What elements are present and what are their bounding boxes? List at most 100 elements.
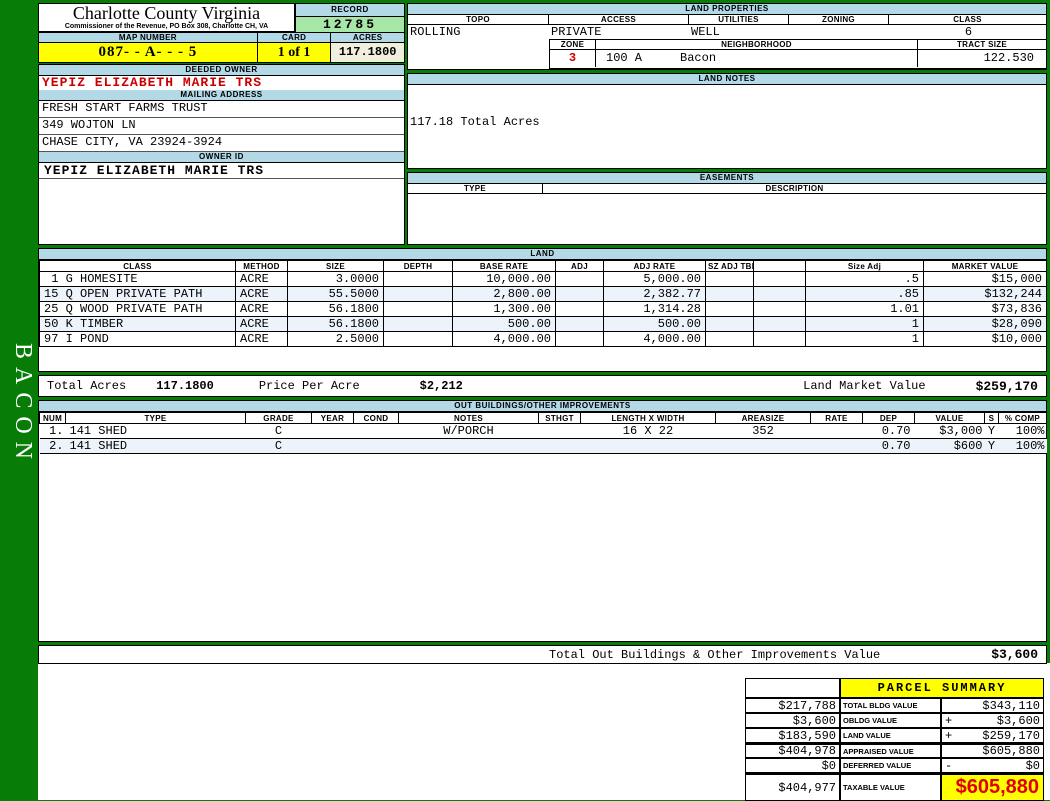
cell-cond [353,423,399,439]
sign: + [945,728,953,743]
class-value: 6 [964,25,973,39]
cell-class: 97 I POND [39,331,236,347]
card-label: CARD [258,33,332,43]
mailing-address-label: MAILING ADDRESS [39,90,404,101]
cell-s: Y [984,438,999,454]
prev-taxable-value: $404,977 [745,773,840,801]
cell-spacer [753,331,806,347]
owner-id-value: YEPIZ ELIZABETH MARIE TRS [39,163,404,179]
total-acres-value: 117.1800 [156,379,214,393]
cell-sthgt [538,423,581,439]
land-row: 1 G HOMESITE ACRE 3.0000 10,000.00 5,000… [39,271,1047,287]
land-value-label: LAND VALUE [840,728,941,743]
cell-size: 56.1800 [287,316,384,332]
col-year: YEAR [311,412,354,424]
cell-size-adj: 1 [805,331,924,347]
col-dep: DEP [862,412,915,424]
cell-class: 15 Q OPEN PRIVATE PATH [39,286,236,302]
utilities-label: UTILITIES [689,15,789,25]
deeded-owner-value: YEPIZ ELIZABETH MARIE TRS [42,75,263,90]
easement-type-label: TYPE [408,184,543,194]
land-properties-panel: LAND PROPERTIES TOPO ACCESS UTILITIES ZO… [407,3,1047,70]
acres-value: 117.1800 [331,43,404,62]
land-totals-band: Total Acres 117.1800 Price Per Acre $2,2… [38,375,1047,397]
class-label: CLASS [953,15,982,24]
cell-depth [383,331,453,347]
cell-size: 3.0000 [287,271,384,287]
deferred-value: - $0 [941,758,1044,773]
cell-adj [555,286,604,302]
cell-rate [810,423,863,439]
cell-value: $600 [914,438,985,454]
cell-sz-adj-tbl [705,271,754,287]
col-class: CLASS [39,260,236,272]
land-row: 15 Q OPEN PRIVATE PATH ACRE 55.5000 2,80… [39,286,1047,302]
prev-deferred-value: $0 [745,758,840,773]
obldg-value: + $3,600 [941,713,1044,728]
sign: + [945,713,953,728]
cell-adj-rate: 4,000.00 [603,331,706,347]
col-value: VALUE [914,412,985,424]
cell-market-value: $10,000 [923,331,1047,347]
sign: - [945,758,953,773]
amount: $0 [1025,758,1040,773]
col-depth: DEPTH [383,260,453,272]
address-line: 349 WOJTON LN [39,118,404,135]
cell-cond [353,438,399,454]
cell-type: 141 SHED [65,438,246,454]
col-spacer [753,260,806,272]
cell-value: $3,000 [914,423,985,439]
outbuildings-total-label: Total Out Buildings & Other Improvements… [549,647,881,662]
map-number-label: MAP NUMBER [39,33,258,43]
land-row: 25 Q WOOD PRIVATE PATH ACRE 56.1800 1,30… [39,301,1047,317]
cell-grade: C [245,438,312,454]
cell-adj [555,301,604,317]
cell-sthgt [538,438,581,454]
outbuilding-row: 1. 141 SHED C W/PORCH 16 X 22 352 0.70 $… [39,423,1047,439]
price-per-acre-value: $2,212 [419,379,463,393]
cell-type: 141 SHED [65,423,246,439]
land-market-value-label: Land Market Value [803,379,926,393]
appraised-value-label: APPRAISED VALUE [840,743,941,758]
cell-depth [383,316,453,332]
access-value: PRIVATE [551,25,602,39]
cell-adj-rate: 2,382.77 [603,286,706,302]
deferred-value-label: DEFERRED VALUE [840,758,941,773]
easements-title: EASEMENTS [408,173,1046,184]
col-cond: COND [353,412,399,424]
address-line: CHASE CITY, VA 23924-3924 [39,135,404,152]
col-notes: NOTES [398,412,539,424]
zone-label: ZONE [550,40,596,50]
owner-panel: DEEDED OWNER YEPIZ ELIZABETH MARIE TRS M… [38,64,405,245]
cell-adj-rate: 500.00 [603,316,706,332]
outbuildings-header-row: NUM TYPE GRADE YEAR COND NOTES STHGT LEN… [39,412,1047,424]
land-row: 50 K TIMBER ACRE 56.1800 500.00 500.00 1… [39,316,1047,332]
topo-value: ROLLING [410,25,461,39]
land-notes-text: 117.18 Total Acres [410,115,540,129]
cell-class: 50 K TIMBER [39,316,236,332]
cell-depth [383,271,453,287]
access-label: ACCESS [549,15,689,25]
cell-sz-adj-tbl [705,316,754,332]
cell-market-value: $73,836 [923,301,1047,317]
cell-year [311,438,354,454]
easement-description-label: DESCRIPTION [765,184,824,193]
cell-comp: 100% [998,438,1047,454]
col-base-rate: BASE RATE [452,260,556,272]
tract-size-label: TRACT SIZE [956,40,1008,49]
cell-method: ACRE [235,286,288,302]
easements-panel: EASEMENTS TYPE DESCRIPTION [407,172,1047,245]
col-method: METHOD [235,260,288,272]
zoning-label: ZONING [789,15,889,25]
deeded-owner-label: DEEDED OWNER [39,65,404,76]
card-value: 1 of 1 [257,43,332,62]
col-areasize: AREASIZE [715,412,811,424]
cell-market-value: $15,000 [923,271,1047,287]
county-header-panel: Charlotte County Virginia Commissioner o… [38,3,295,32]
parcel-summary: PARCEL SUMMARY $217,788 TOTAL BLDG VALUE… [745,678,1046,801]
topo-label: TOPO [408,15,549,25]
zoning-value [791,25,891,39]
cell-num: 2. [39,438,66,454]
cell-base-rate: 500.00 [452,316,556,332]
